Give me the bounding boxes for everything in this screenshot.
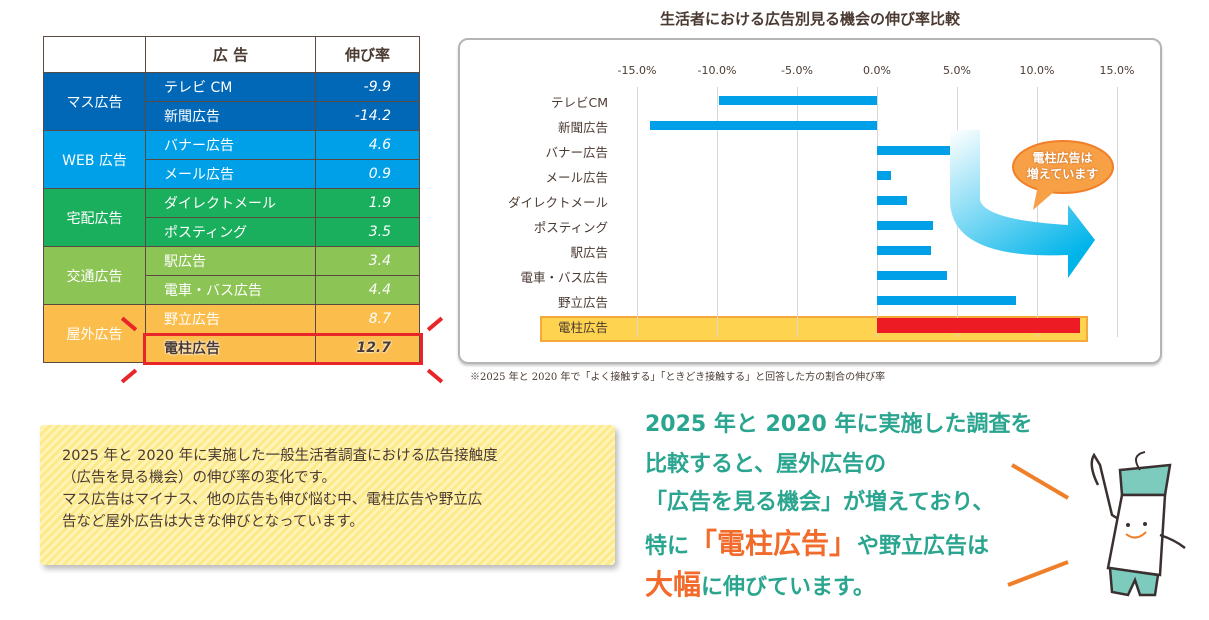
note-line: 2025 年と 2020 年に実施した一般生活者調査における広告接触度	[62, 448, 498, 464]
note-line: 告など屋外広告は大きな伸びとなっています。	[62, 514, 364, 530]
ad-value: 0.9	[315, 159, 420, 189]
group-label: 屋外広告	[43, 304, 146, 363]
ad-name: 駅広告	[145, 246, 316, 276]
chart-panel	[458, 38, 1162, 364]
chart-title: 生活者における広告別見る機会の伸び率比較	[659, 10, 960, 28]
x-tick-label: -5.0%	[781, 64, 813, 77]
ad-name: メール広告	[145, 159, 316, 189]
bar	[877, 196, 908, 205]
table-row: 交通広告 駅広告 3.4	[43, 246, 420, 305]
ad-value: 12.7	[315, 333, 420, 363]
callout-line2: 増えています	[1026, 167, 1099, 181]
note-line: （広告を見る機会）の伸び率の変化です。	[62, 470, 337, 486]
bar	[718, 96, 877, 105]
category-label: 駅広告	[570, 245, 608, 260]
bar	[877, 146, 951, 155]
ad-value: 3.5	[315, 217, 420, 247]
table-row: 宅配広告 ダイレクトメール 1.9	[43, 188, 420, 247]
gridline	[1037, 87, 1038, 337]
note-line: マス広告はマイナス、他の広告も伸び悩む中、電柱広告や野立広	[62, 492, 483, 508]
group-label: マス広告	[43, 72, 146, 131]
callout-bubble	[1012, 140, 1114, 210]
category-label: バナー広告	[545, 145, 608, 160]
message-line: 大幅に伸びています。	[645, 563, 875, 603]
footnote: ※2025 年と 2020 年で「よく接触する」「ときどき接触する」と回答した方…	[470, 372, 886, 383]
highlight-box	[143, 333, 423, 365]
table-row: WEB 広告 バナー広告 4.6	[43, 130, 420, 189]
gridline	[877, 87, 878, 337]
category-label: メール広告	[545, 170, 608, 185]
header-blank	[43, 36, 146, 73]
ad-value: 4.6	[315, 130, 420, 160]
group-label: WEB 広告	[43, 130, 146, 189]
message-part: に伸びています。	[701, 575, 875, 600]
message-line: 「広告を見る機会」が増えており、	[645, 490, 995, 515]
gridline	[637, 87, 638, 337]
category-label: 野立広告	[557, 295, 608, 310]
ad-value: 4.4	[315, 275, 420, 305]
category-label: ポスティング	[533, 220, 608, 235]
ad-name: 野立広告	[145, 304, 316, 334]
bar	[877, 271, 948, 280]
x-tick-label: -15.0%	[617, 64, 657, 77]
growth-table: 広 告伸び率 マス広告 テレビ CM -9.9 新聞広告 -14.2 WEB 広告 バナ…	[43, 36, 420, 363]
ad-value: 8.7	[315, 304, 420, 334]
bar	[877, 221, 933, 230]
bar	[877, 246, 932, 255]
callout-line1: 電柱広告は	[1032, 151, 1093, 165]
x-tick-label: 0.0%	[863, 64, 891, 77]
ad-name: 新聞広告	[145, 101, 316, 131]
note-box: 2025 年と 2020 年に実施した一般生活者調査における広告接触度 （広告を…	[40, 425, 615, 565]
bar	[649, 121, 877, 130]
table-row: 新聞広告 -14.2	[43, 101, 420, 131]
header-rate: 伸び率	[315, 36, 420, 73]
ad-value: 3.4	[315, 246, 420, 276]
message-emphasis: 「電柱広告」	[689, 527, 858, 560]
category-label: 新聞広告	[557, 120, 608, 135]
gridline	[717, 87, 718, 337]
category-label: 電車・バス広告	[520, 270, 608, 285]
x-tick-label: 5.0%	[943, 64, 971, 77]
category-label: ダイレクトメール	[507, 195, 608, 210]
message-line: 比較すると、屋外広告の	[645, 452, 887, 477]
ad-value: -14.2	[315, 101, 420, 131]
table-row: マス広告 テレビ CM -9.9	[43, 72, 420, 131]
group-label: 交通広告	[43, 246, 146, 305]
ad-name: ダイレクトメール	[145, 188, 316, 218]
bar	[877, 296, 1017, 305]
category-label: 電柱広告	[557, 320, 608, 335]
table-row: 屋外広告 野立広告 8.7	[43, 304, 420, 363]
header-ad: 広 告	[145, 36, 316, 73]
message-emphasis: 大幅	[645, 568, 702, 601]
message-part: や野立広告は	[857, 534, 990, 559]
ad-value: 1.9	[315, 188, 420, 218]
x-tick-label: 10.0%	[1019, 64, 1055, 77]
gridline	[797, 87, 798, 337]
bar	[877, 171, 892, 180]
ad-name: バナー広告	[145, 130, 316, 160]
spark-mark	[120, 368, 138, 384]
ad-name: ポスティング	[145, 217, 316, 247]
gridline	[1117, 87, 1118, 337]
bar	[877, 318, 1081, 333]
x-tick-label: 15.0%	[1099, 64, 1135, 77]
message-line: 特に「電柱広告」や野立広告は	[645, 522, 989, 562]
message-line: 2025 年と 2020 年に実施した調査を	[645, 412, 1033, 437]
ad-name: 電車・バス広告	[145, 275, 316, 305]
x-tick-label: -10.0%	[697, 64, 737, 77]
category-label: テレビCM	[550, 95, 608, 110]
mascot-character	[1007, 451, 1186, 597]
message-part: 特に	[645, 534, 690, 559]
ad-value: -9.9	[315, 72, 420, 102]
arrow-icon	[950, 130, 1095, 278]
ad-name: テレビ CM	[145, 72, 316, 102]
group-label: 宅配広告	[43, 188, 146, 247]
spark-mark	[426, 368, 444, 384]
